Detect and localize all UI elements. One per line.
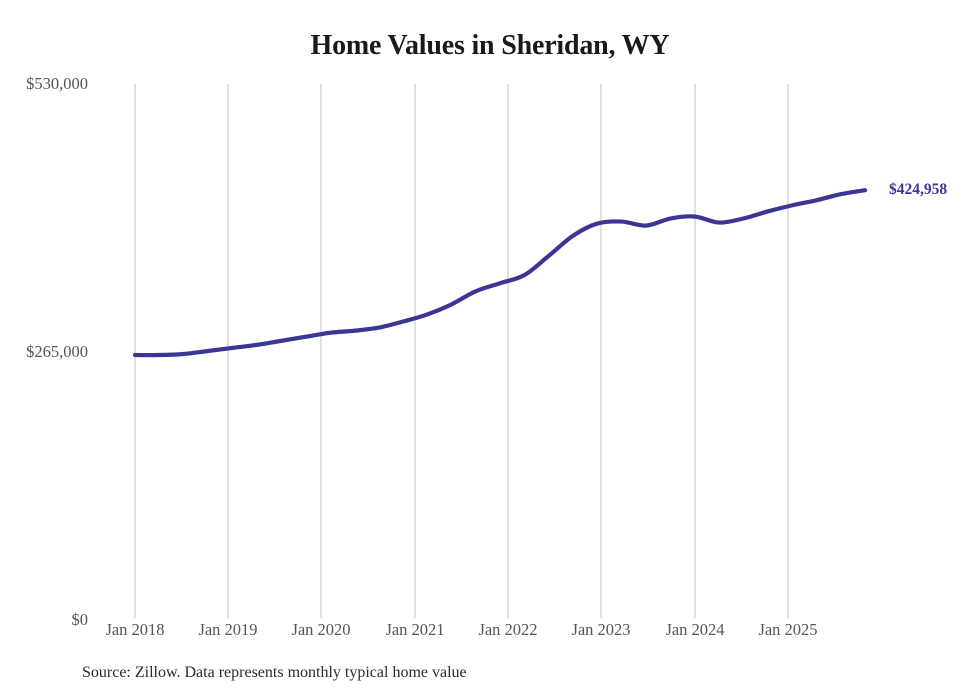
x-axis-tick-jan-2023: Jan 2023: [571, 620, 631, 639]
endpoint-value-label: $424,958: [889, 181, 948, 199]
x-axis-tick-jan-2024: Jan 2024: [665, 620, 725, 639]
chart-title: Home Values in Sheridan, WY: [310, 30, 670, 61]
home-value-line: [132, 188, 868, 358]
x-axis-tick-jan-2022: Jan 2022: [478, 620, 538, 639]
x-axis-tick-jan-2021: Jan 2021: [385, 620, 445, 639]
x-axis-tick-jan-2019: Jan 2019: [198, 620, 258, 639]
x-axis-tick-jan-2025: Jan 2025: [758, 620, 818, 639]
y-axis-tick-top: $530,000: [26, 74, 88, 93]
source-note: Source: Zillow. Data represents monthly …: [82, 664, 467, 681]
y-axis-tick-zero: $0: [71, 610, 89, 629]
y-axis-tick-mid: $265,000: [26, 342, 88, 361]
x-axis-tick-jan-2018: Jan 2018: [105, 620, 165, 639]
gridlines: [134, 84, 789, 618]
x-axis-tick-jan-2020: Jan 2020: [291, 620, 351, 639]
